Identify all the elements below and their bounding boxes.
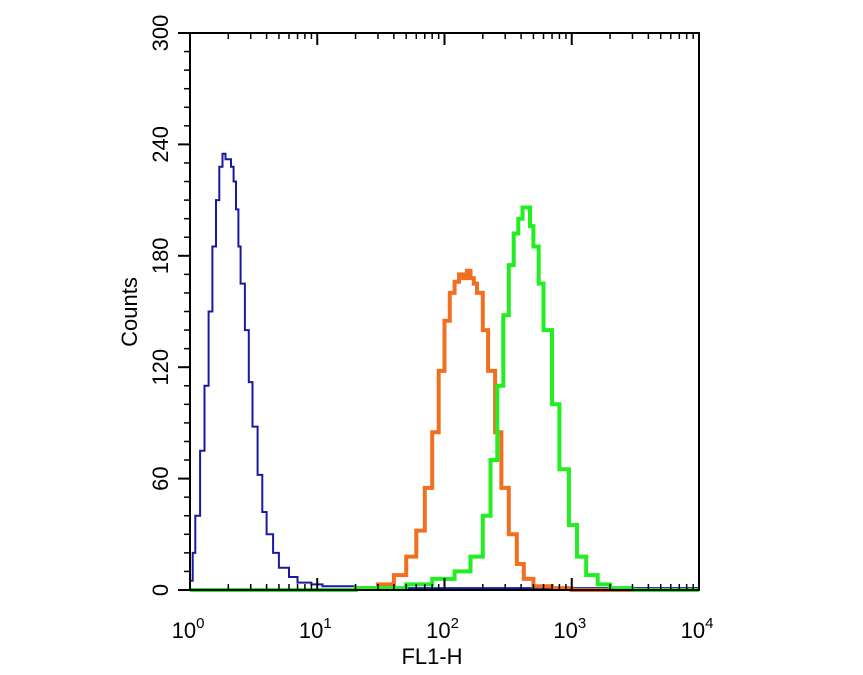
x-axis-ticks: 100 101 102 103 104 <box>172 33 714 643</box>
x-tick-label: 101 <box>299 615 332 643</box>
x-tick-label: 100 <box>172 615 205 643</box>
y-tick-label: 180 <box>148 237 173 274</box>
series-line-3 <box>190 205 699 592</box>
y-axis-title: Counts <box>117 277 142 347</box>
y-tick-label: 60 <box>148 466 173 490</box>
y-axis-ticks: 0 60 120 180 240 300 <box>148 15 190 596</box>
series-line-2 <box>317 268 699 592</box>
y-tick-label: 120 <box>148 349 173 386</box>
x-axis-title: FL1-H <box>401 644 462 669</box>
series-line-1 <box>190 152 699 590</box>
x-tick-label: 102 <box>426 615 459 643</box>
plot-frame <box>189 32 700 591</box>
x-tick-label: 103 <box>553 615 586 643</box>
y-tick-label: 300 <box>148 15 173 52</box>
x-tick-label: 104 <box>681 615 714 643</box>
y-tick-label: 0 <box>148 584 173 596</box>
y-tick-label: 240 <box>148 126 173 163</box>
series-layer <box>190 152 699 592</box>
